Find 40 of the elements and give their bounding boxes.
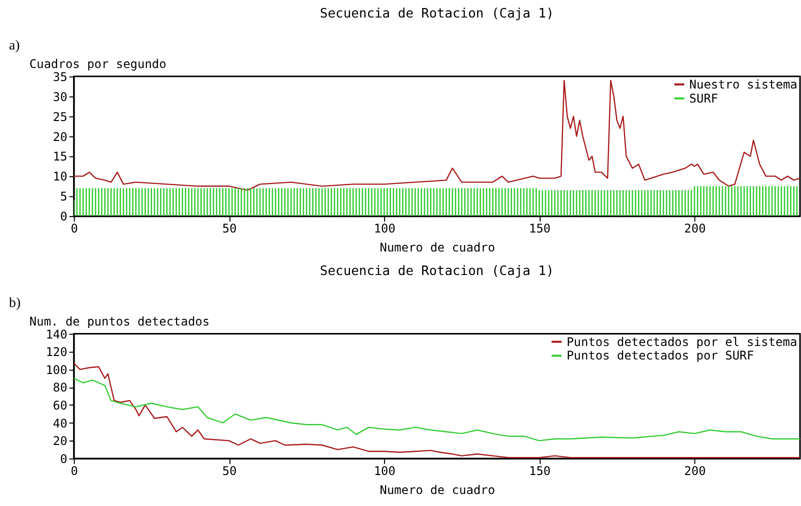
- y-tick-label: 100: [46, 362, 68, 377]
- y-tick-label: 20: [52, 130, 68, 144]
- text: b): [8, 296, 21, 311]
- x-tick-label: 50: [222, 222, 237, 236]
- x-tick-label: 150: [529, 222, 551, 236]
- x-axis-title: Numero de cuadro: [380, 482, 496, 497]
- y-tick-label: 30: [52, 90, 68, 104]
- x-tick-label: 0: [70, 222, 78, 236]
- chart-title: Secuencia de Rotacion (Caja 1): [320, 264, 554, 279]
- y-tick-label: 40: [52, 416, 68, 430]
- line-series: [74, 378, 800, 442]
- x-tick-label: 200: [684, 222, 706, 236]
- x-tick-label: 0: [70, 464, 78, 478]
- x-axis-title: Numero de cuadro: [380, 240, 496, 254]
- y-tick-label: 120: [46, 345, 68, 360]
- y-axis-title: Num. de puntos detectados: [29, 314, 210, 328]
- x-tick-label: 50: [222, 464, 237, 478]
- y-tick-label: 35: [52, 70, 68, 84]
- y-tick-label: 60: [52, 398, 68, 413]
- legend-label: SURF: [689, 91, 718, 106]
- line-series: [74, 80, 800, 191]
- x-tick-label: 100: [374, 222, 396, 236]
- y-tick-label: 10: [52, 170, 68, 184]
- y-tick-label: 80: [52, 380, 68, 395]
- y-tick-label: 20: [52, 434, 68, 448]
- y-axis-title: Cuadros por segundo: [29, 56, 166, 71]
- chart-title: Secuencia de Rotacion (Caja 1): [320, 6, 554, 22]
- y-tick-label: 0: [60, 452, 68, 466]
- y-tick-label: 25: [52, 110, 68, 124]
- y-tick-label: 15: [52, 150, 68, 164]
- legend-label: Nuestro sistema: [689, 77, 798, 92]
- y-tick-label: 0: [60, 210, 68, 224]
- legend-label: Puntos detectados por el sistema: [566, 334, 798, 349]
- x-tick-label: 100: [374, 464, 396, 478]
- text: a): [8, 38, 20, 54]
- x-tick-label: 150: [529, 464, 551, 478]
- legend-label: Puntos detectados por SURF: [566, 348, 754, 363]
- y-tick-label: 140: [46, 327, 68, 342]
- y-tick-label: 5: [60, 190, 68, 204]
- x-tick-label: 200: [684, 464, 706, 478]
